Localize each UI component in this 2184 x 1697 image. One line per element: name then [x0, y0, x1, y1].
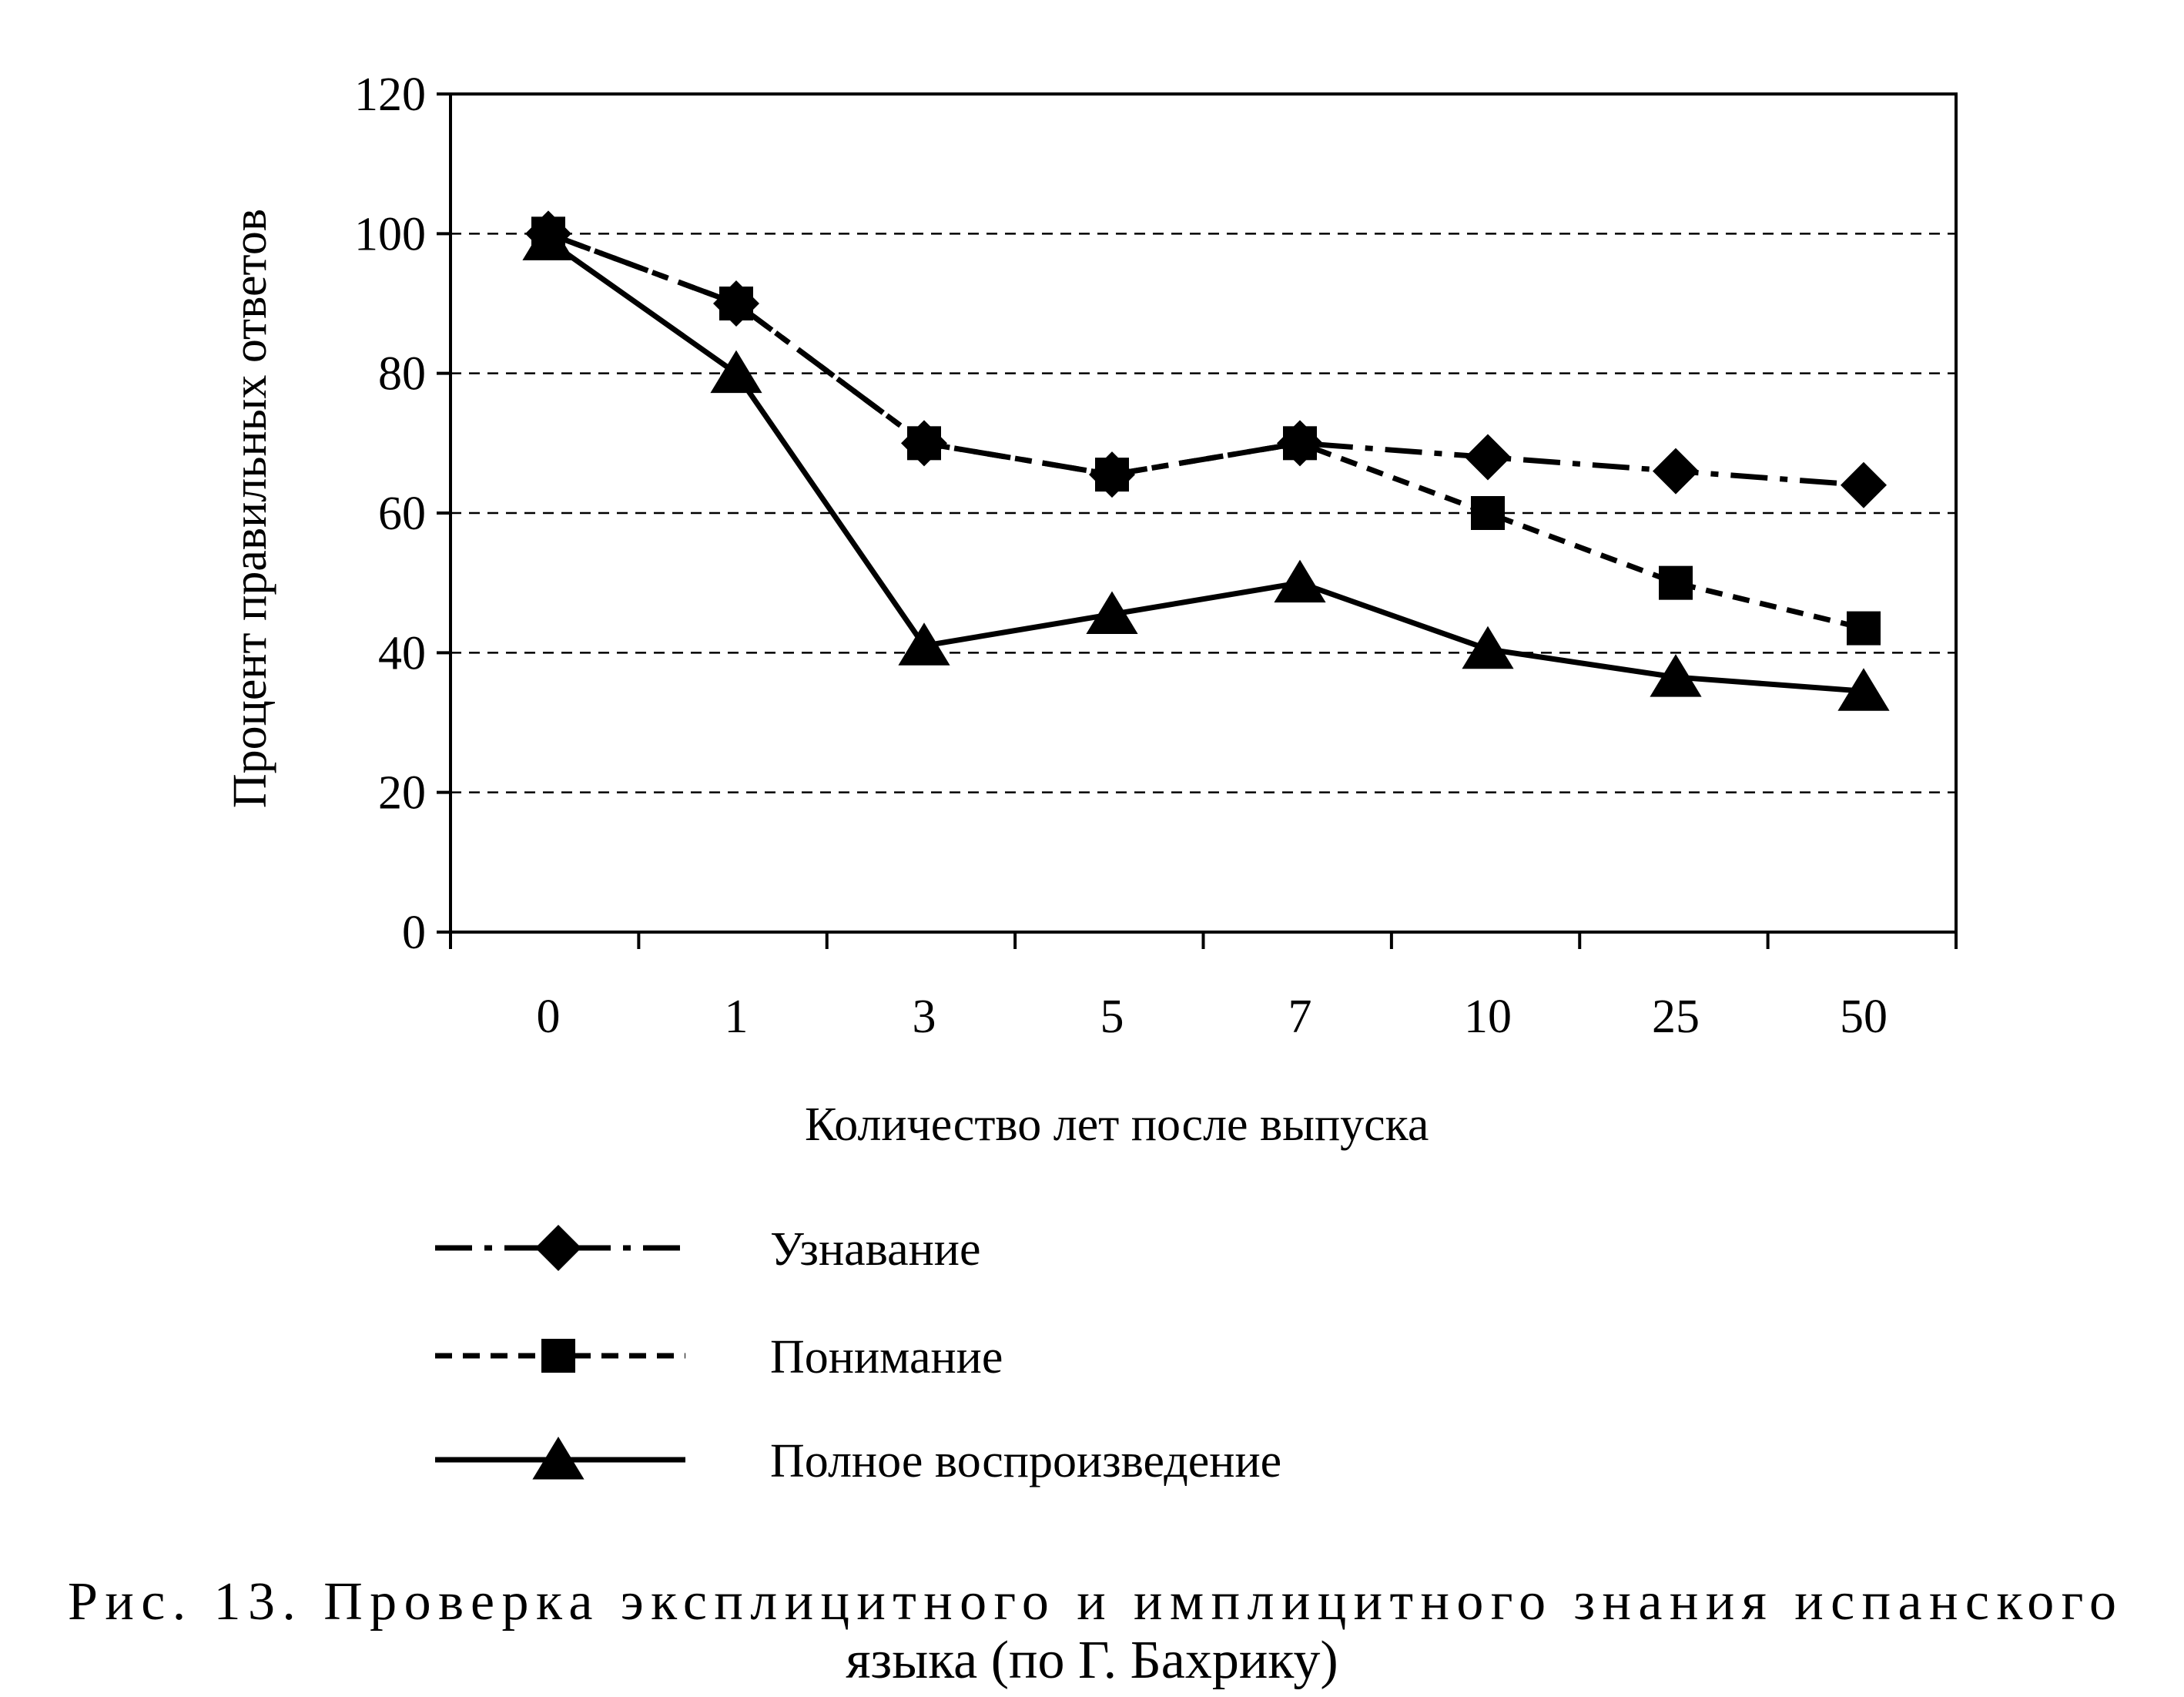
x-tick-label-10: 10	[1464, 991, 1512, 1043]
series-markers	[522, 210, 1890, 711]
y-tick-label-0: 0	[402, 907, 426, 959]
legend-label-2: Полное воспроизведение	[770, 1435, 1281, 1487]
series-1-point-6	[1659, 565, 1693, 600]
series-2-point-5	[1462, 625, 1514, 669]
series-0-point-5	[1465, 434, 1511, 481]
legend-marker-1	[541, 1339, 575, 1373]
x-tick-label-3: 3	[913, 991, 936, 1043]
series-line-0	[547, 231, 1864, 488]
y-axis-title: Процент правильных ответов	[224, 209, 276, 808]
series-2-point-4	[1274, 559, 1326, 603]
series-0-point-0	[525, 210, 571, 257]
gridlines	[451, 233, 1956, 793]
x-tick-label-1: 1	[725, 991, 749, 1043]
y-tick-label-20: 20	[378, 767, 426, 820]
series-0-point-1	[713, 280, 759, 327]
series-0-point-3	[1089, 451, 1135, 498]
series-lines	[546, 231, 1864, 694]
series-0-point-6	[1653, 448, 1699, 495]
series-1-point-7	[1847, 611, 1881, 646]
y-tick-label-40: 40	[378, 627, 426, 679]
figure-caption-line-1: Рис. 13. Проверка эксплицитного и имплиц…	[68, 1572, 2116, 1632]
x-tick-label-5: 5	[1100, 991, 1124, 1043]
x-tick-label-25: 25	[1652, 991, 1700, 1043]
series-0-point-7	[1841, 461, 1887, 508]
series-line-2	[546, 238, 1864, 694]
legend-marker-0	[535, 1225, 581, 1271]
series-2-point-1	[710, 350, 762, 394]
y-tick-label-80: 80	[378, 348, 426, 401]
series-0-point-4	[1277, 420, 1323, 467]
series-2-point-2	[898, 622, 950, 666]
x-tick-label-7: 7	[1288, 991, 1312, 1043]
series-2-point-3	[1086, 591, 1138, 634]
y-tick-label-120: 120	[354, 69, 426, 121]
legend-label-0: Узнавание	[770, 1223, 981, 1276]
x-tick-label-50: 50	[1840, 991, 1888, 1043]
series-2-point-6	[1650, 654, 1702, 697]
series-2-point-7	[1837, 668, 1890, 711]
series-0-point-2	[901, 420, 947, 467]
x-tick-label-0: 0	[537, 991, 561, 1043]
legend-marker-2	[532, 1437, 585, 1480]
y-tick-label-60: 60	[378, 488, 426, 540]
axes: 0 20 40 60 80 100 120 0 1 3 5 7 10 25 50	[354, 69, 1958, 1043]
x-axis-title: Количество лет после выпуска	[805, 1098, 1429, 1151]
y-tick-label-100: 100	[354, 208, 426, 260]
legend: Узнавание Понимание Полное воспроизведение	[435, 1223, 1281, 1487]
series-1-point-5	[1471, 496, 1505, 530]
figure-caption-line-2: языка (по Г. Бахрику)	[846, 1631, 1338, 1690]
legend-label-1: Понимание	[770, 1331, 1003, 1383]
